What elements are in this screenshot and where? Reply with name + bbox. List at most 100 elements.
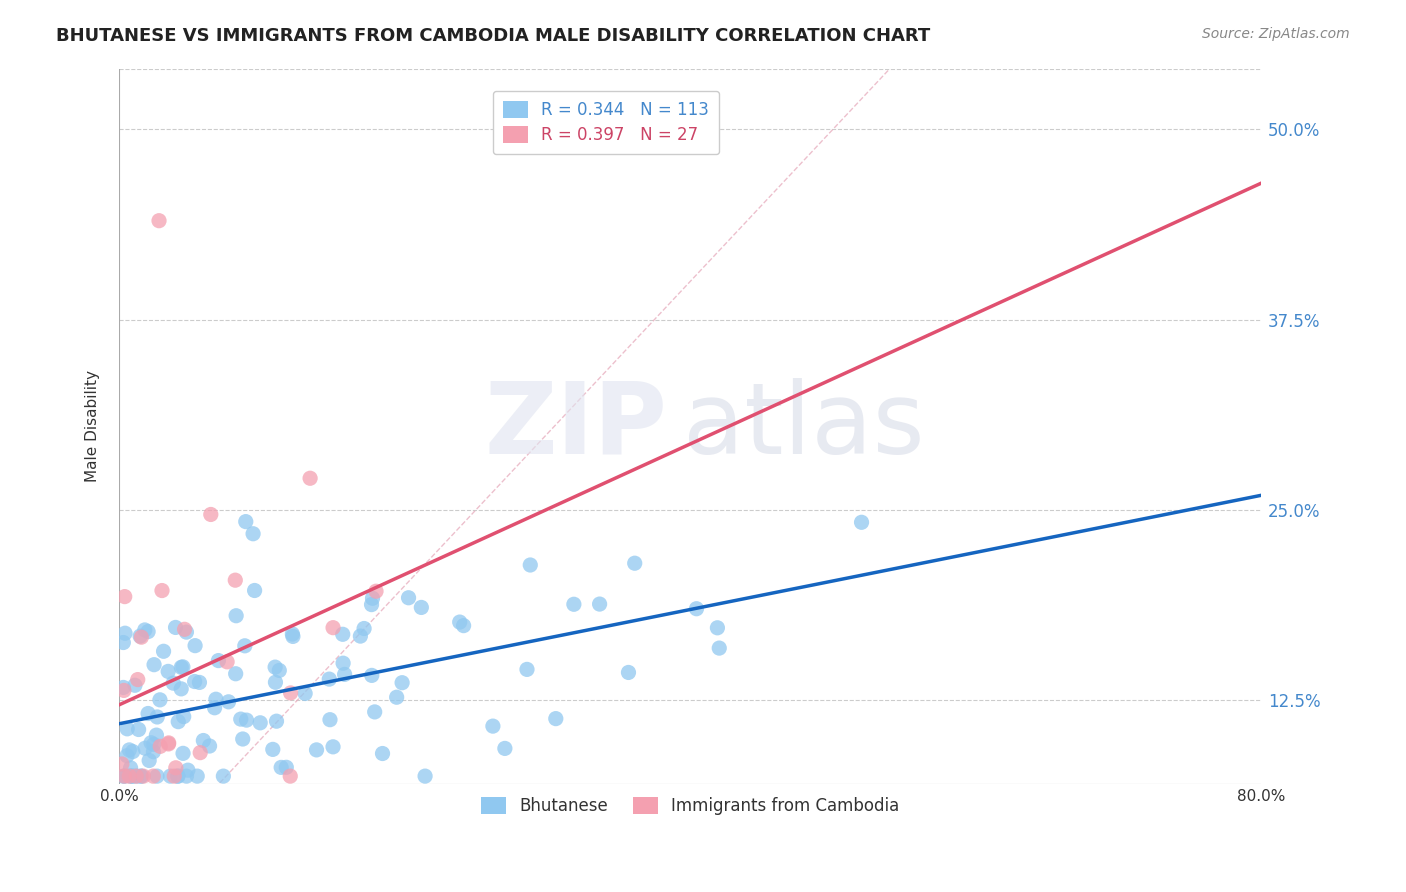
Point (322, 739, 344, 754)
Point (281, 627, 304, 641)
Point (562, 597, 585, 611)
Point (112, 635, 135, 649)
Point (264, 660, 287, 674)
Point (131, 769, 153, 783)
Point (494, 741, 516, 756)
Point (120, 761, 142, 775)
Point (318, 672, 340, 686)
Point (114, 590, 136, 604)
Point (200, 508, 222, 522)
Point (212, 769, 235, 783)
Point (184, 639, 207, 653)
Point (124, 678, 146, 692)
Point (159, 769, 181, 783)
Point (128, 723, 150, 737)
Point (519, 558, 541, 572)
Point (172, 660, 194, 674)
Point (204, 700, 226, 714)
Point (167, 769, 190, 783)
Point (280, 686, 302, 700)
Point (233, 639, 256, 653)
Point (205, 692, 228, 706)
Point (198, 739, 221, 753)
Point (139, 736, 162, 750)
Point (162, 676, 184, 690)
Point (322, 621, 344, 635)
Point (270, 760, 292, 774)
Point (294, 686, 316, 700)
Point (363, 705, 385, 719)
Point (170, 660, 193, 674)
Point (142, 745, 165, 759)
Point (588, 597, 610, 611)
Point (349, 629, 371, 643)
Point (129, 769, 152, 783)
Point (176, 769, 198, 783)
Point (249, 715, 271, 730)
Point (146, 710, 169, 724)
Point (118, 769, 141, 783)
Point (709, 641, 731, 656)
Point (136, 706, 159, 721)
Point (516, 662, 538, 676)
Legend: Bhutanese, Immigrants from Cambodia: Bhutanese, Immigrants from Cambodia (471, 788, 910, 825)
Point (118, 743, 141, 757)
Point (134, 741, 156, 756)
Point (225, 666, 247, 681)
Point (163, 769, 186, 783)
Point (305, 743, 328, 757)
Text: atlas: atlas (683, 377, 925, 475)
Point (623, 556, 645, 570)
Point (173, 709, 195, 723)
Point (398, 591, 420, 605)
Point (235, 515, 257, 529)
Point (112, 681, 135, 695)
Point (332, 627, 354, 641)
Point (134, 623, 156, 637)
Point (165, 620, 187, 634)
Point (218, 695, 240, 709)
Point (173, 623, 195, 637)
Point (224, 573, 246, 587)
Point (125, 769, 148, 783)
Text: Source: ZipAtlas.com: Source: ZipAtlas.com (1202, 27, 1350, 41)
Point (262, 742, 284, 756)
Point (278, 769, 301, 783)
Point (411, 600, 433, 615)
Point (112, 683, 135, 698)
Point (385, 690, 408, 705)
Point (413, 769, 436, 783)
Point (136, 624, 159, 639)
Point (243, 583, 266, 598)
Point (264, 675, 287, 690)
Point (143, 657, 166, 672)
Point (217, 655, 239, 669)
Point (353, 622, 375, 636)
Point (371, 747, 394, 761)
Point (544, 712, 567, 726)
Point (232, 731, 254, 746)
Point (332, 656, 354, 670)
Point (361, 591, 384, 606)
Point (111, 756, 134, 771)
Point (453, 618, 475, 632)
Point (157, 665, 180, 679)
Point (186, 769, 208, 783)
Point (150, 583, 173, 598)
Point (333, 667, 356, 681)
Point (235, 713, 257, 727)
Point (617, 665, 640, 680)
Point (148, 213, 170, 227)
Point (225, 608, 247, 623)
Point (131, 630, 153, 644)
Point (172, 747, 194, 761)
Point (364, 584, 387, 599)
Point (121, 769, 143, 783)
Point (193, 733, 215, 747)
Point (207, 654, 229, 668)
Point (319, 713, 342, 727)
Point (706, 621, 728, 635)
Point (165, 761, 187, 775)
Point (266, 714, 288, 729)
Point (281, 629, 304, 643)
